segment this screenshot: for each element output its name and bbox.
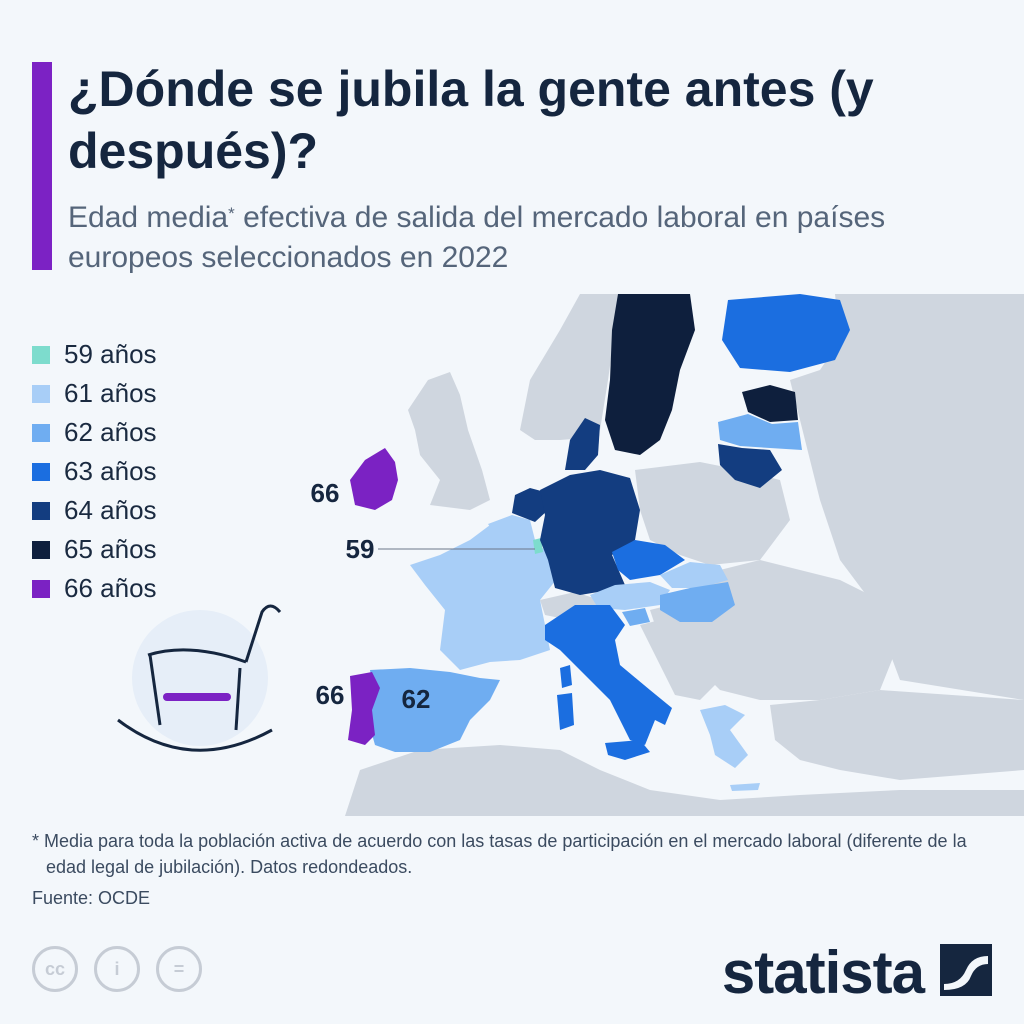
statista-logo-icon[interactable] [940, 944, 992, 996]
country-poland-east [635, 462, 790, 565]
spain-value-label: 62 [402, 684, 431, 714]
country-slovenia [622, 608, 650, 626]
country-ireland [350, 448, 398, 510]
europe-map: 66 59 66 62 [0, 294, 1024, 816]
country-belgium [488, 515, 535, 545]
legend-label: 62 años [64, 417, 157, 447]
country-balkans-west [640, 620, 720, 700]
country-sicily [605, 740, 650, 760]
country-italy [545, 605, 672, 745]
country-turkey [770, 690, 1024, 780]
attribution-icon[interactable]: i [94, 946, 140, 992]
legend-item: 66 años [32, 569, 157, 608]
legend-item: 59 años [32, 335, 157, 374]
legend-item: 63 años [32, 452, 157, 491]
legend-label: 66 años [64, 573, 157, 603]
country-greece [700, 705, 748, 768]
legend-swatch [32, 345, 50, 364]
legend-swatch [32, 384, 50, 403]
country-north-africa [345, 745, 1024, 816]
ireland-value-label: 66 [311, 478, 340, 508]
country-hungary [660, 582, 735, 622]
country-russia-east [790, 294, 1024, 700]
legend: 59 años 61 años 62 años 63 años 64 años … [32, 335, 157, 608]
country-czechia [612, 540, 685, 580]
source-label: Fuente: OCDE [32, 888, 151, 908]
country-austria [590, 582, 670, 610]
legend-label: 65 años [64, 534, 157, 564]
country-sweden [605, 294, 695, 455]
country-corsica [560, 665, 572, 688]
statista-logo-text[interactable]: statista [721, 939, 925, 1006]
legend-item: 65 años [32, 530, 157, 569]
footnote: * Media para toda la población activa de… [32, 831, 967, 877]
country-france [410, 525, 560, 670]
legend-item: 62 años [32, 413, 157, 452]
country-netherlands [512, 488, 548, 522]
country-sardinia [557, 693, 574, 730]
accent-bar [32, 62, 52, 270]
country-luxembourg [533, 538, 543, 554]
country-uk [408, 372, 490, 510]
subtitle-asterisk: * [228, 204, 235, 223]
country-crete [730, 783, 760, 791]
legend-item: 64 años [32, 491, 157, 530]
subtitle-text: Edad media [68, 201, 229, 234]
country-estonia [742, 385, 798, 422]
legend-label: 63 años [64, 456, 157, 486]
legend-label: 64 años [64, 495, 157, 525]
legend-swatch [32, 501, 50, 520]
country-lithuania [718, 444, 782, 488]
subtitle-text-rest: efectiva de salida del mercado laboral e… [68, 201, 886, 274]
country-germany [540, 470, 640, 595]
legend-swatch [32, 423, 50, 442]
page-subtitle: Edad media* efectiva de salida del merca… [68, 198, 968, 278]
rocking-chair-icon [117, 604, 282, 752]
legend-label: 59 años [64, 339, 157, 369]
legend-swatch [32, 462, 50, 481]
country-latvia [718, 414, 802, 450]
no-derivatives-icon[interactable]: = [156, 946, 202, 992]
country-portugal [348, 672, 380, 745]
country-norway [520, 294, 618, 440]
legend-swatch [32, 540, 50, 559]
license-icons: cc i = [32, 946, 202, 992]
luxembourg-value-label: 59 [346, 534, 375, 564]
legend-label: 61 años [64, 378, 157, 408]
legend-swatch [32, 579, 50, 598]
creative-commons-icon[interactable]: cc [32, 946, 78, 992]
page-title: ¿Dónde se jubila la gente antes (y despu… [68, 61, 874, 179]
country-finland [722, 294, 850, 372]
legend-item: 61 años [32, 374, 157, 413]
portugal-value-label: 66 [316, 680, 345, 710]
country-slovakia [660, 562, 728, 588]
country-denmark [565, 418, 600, 470]
country-spain [368, 668, 500, 752]
